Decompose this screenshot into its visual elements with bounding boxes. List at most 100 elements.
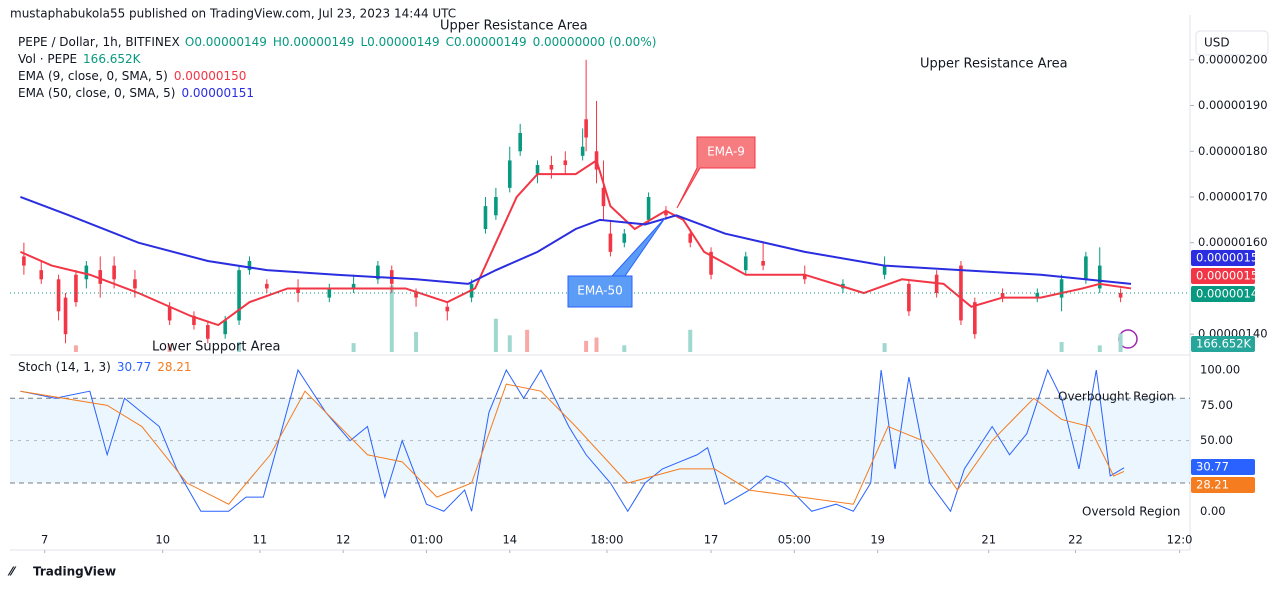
legend-item: Vol · PEPE — [18, 52, 77, 66]
volume-bar — [414, 332, 419, 352]
stoch-tag-bg — [1191, 459, 1255, 475]
ema9-callout — [676, 136, 756, 209]
volume-bar — [525, 329, 530, 352]
candle-body — [22, 256, 26, 266]
candle-body — [563, 160, 568, 165]
legend-item: 0.00000150 — [174, 69, 247, 83]
candle-body — [973, 302, 977, 335]
legend-item: 28.21 — [157, 360, 191, 374]
x-tick-label: 19 — [870, 533, 885, 547]
candle-body — [414, 293, 418, 298]
price-tag: 0.00000151 — [1196, 251, 1266, 265]
legend-item: C0.00000149 — [446, 35, 527, 49]
candle-body — [133, 279, 137, 289]
volume-bar — [622, 345, 627, 352]
volume-bar — [882, 343, 887, 352]
candle-body — [1059, 279, 1064, 298]
y-tick-label: 0.00000180 — [1198, 144, 1268, 158]
currency[interactable]: USD — [1204, 36, 1230, 50]
candle-body — [56, 279, 61, 312]
candle-body — [584, 119, 588, 138]
stoch-tag: 28.21 — [1196, 478, 1229, 492]
candle-body — [622, 233, 627, 243]
candle-body — [376, 265, 380, 280]
volume-bar — [507, 335, 512, 352]
y-tick-label: 75.00 — [1200, 398, 1233, 412]
candle-body — [74, 274, 78, 303]
legend-item: 0.00000000 (0.00%) — [533, 35, 657, 49]
volume-bar — [73, 345, 78, 352]
candle-body — [1000, 293, 1005, 298]
region-label: Oversold Region — [1082, 505, 1180, 519]
candle-body — [688, 233, 693, 243]
candle-body — [1035, 293, 1040, 298]
x-tick-label: 01:00 — [410, 533, 443, 547]
volume-bar — [167, 344, 172, 352]
x-tick-label: 12 — [336, 533, 351, 547]
volume-bar — [688, 329, 693, 352]
x-tick-label: 10 — [155, 533, 170, 547]
stoch-tag-bg — [1191, 477, 1255, 493]
candle-body — [206, 325, 210, 339]
x-tick-label: 12:0 — [1167, 533, 1193, 547]
candle-body — [296, 288, 300, 294]
y-tick-label: 0.00000200 — [1198, 52, 1268, 66]
ema50-callout — [567, 217, 666, 308]
candle-body — [247, 261, 252, 271]
legend-item: EMA (50, close, 0, SMA, 5) — [18, 86, 175, 100]
volume-tag: 166.652K — [1196, 337, 1252, 351]
candle-body — [167, 306, 172, 321]
candle-body — [192, 315, 196, 326]
x-tick-label: 05:00 — [778, 533, 811, 547]
price-tag-bg — [1191, 250, 1255, 266]
annotation: EMA-50 — [577, 284, 622, 298]
volume-bar — [493, 318, 498, 352]
annotation: Upper Resistance Area — [920, 57, 1068, 72]
x-tick-label: 7 — [41, 533, 48, 547]
legend-item: O0.00000149 — [185, 35, 267, 49]
candle-body — [518, 132, 522, 152]
x-tick-label: 18:00 — [590, 533, 623, 547]
candle-body — [646, 196, 651, 220]
legend-item: PEPE / Dollar, 1h, BITFINEX — [18, 35, 179, 49]
candle-body — [580, 146, 585, 156]
legend-row: EMA (9, close, 0, SMA, 5) 0.00000150 — [18, 69, 246, 83]
candle-body — [907, 283, 911, 312]
volume-bar — [237, 342, 242, 352]
volume-bar — [1118, 333, 1123, 352]
ema-line — [20, 196, 1132, 285]
candle-body — [445, 306, 450, 312]
stoch-line — [20, 383, 1125, 505]
volume-bar — [584, 340, 589, 352]
candle-body — [535, 164, 540, 175]
legend-row: PEPE / Dollar, 1h, BITFINEX O0.00000149 H0… — [18, 35, 656, 49]
volume-bar — [389, 285, 394, 352]
price-tag-bg — [1191, 286, 1255, 302]
volume-bar — [1097, 345, 1102, 352]
price-tag: 0.00000149 — [1196, 287, 1266, 301]
stoch-tag: 30.77 — [1196, 460, 1229, 474]
currency-button[interactable] — [1195, 30, 1269, 56]
volume-bar — [594, 337, 599, 352]
region-label: Overbought Region — [1058, 390, 1174, 404]
candle-body — [802, 274, 807, 280]
ema-line — [20, 158, 1132, 327]
candle-body — [112, 265, 116, 280]
candle-body — [483, 206, 488, 229]
legend-row: Stoch (14, 1, 3) 30.77 28.21 — [18, 360, 192, 374]
candle-body — [351, 283, 356, 289]
candle-body — [39, 270, 44, 280]
volume-bar — [1059, 342, 1064, 352]
y-tick-label: 0.00000160 — [1198, 235, 1268, 249]
legend-item: L0.00000149 — [360, 35, 439, 49]
stoch-band — [10, 398, 1190, 484]
x-tick-label: 14 — [502, 533, 517, 547]
candle-body — [709, 251, 713, 275]
legend-row: Vol · PEPE 166.652K — [18, 52, 142, 66]
x-tick-label: 11 — [253, 533, 268, 547]
annotation: EMA-9 — [707, 145, 745, 159]
candle-body — [549, 164, 554, 170]
candle-body — [882, 265, 887, 275]
candle-body — [743, 256, 748, 271]
